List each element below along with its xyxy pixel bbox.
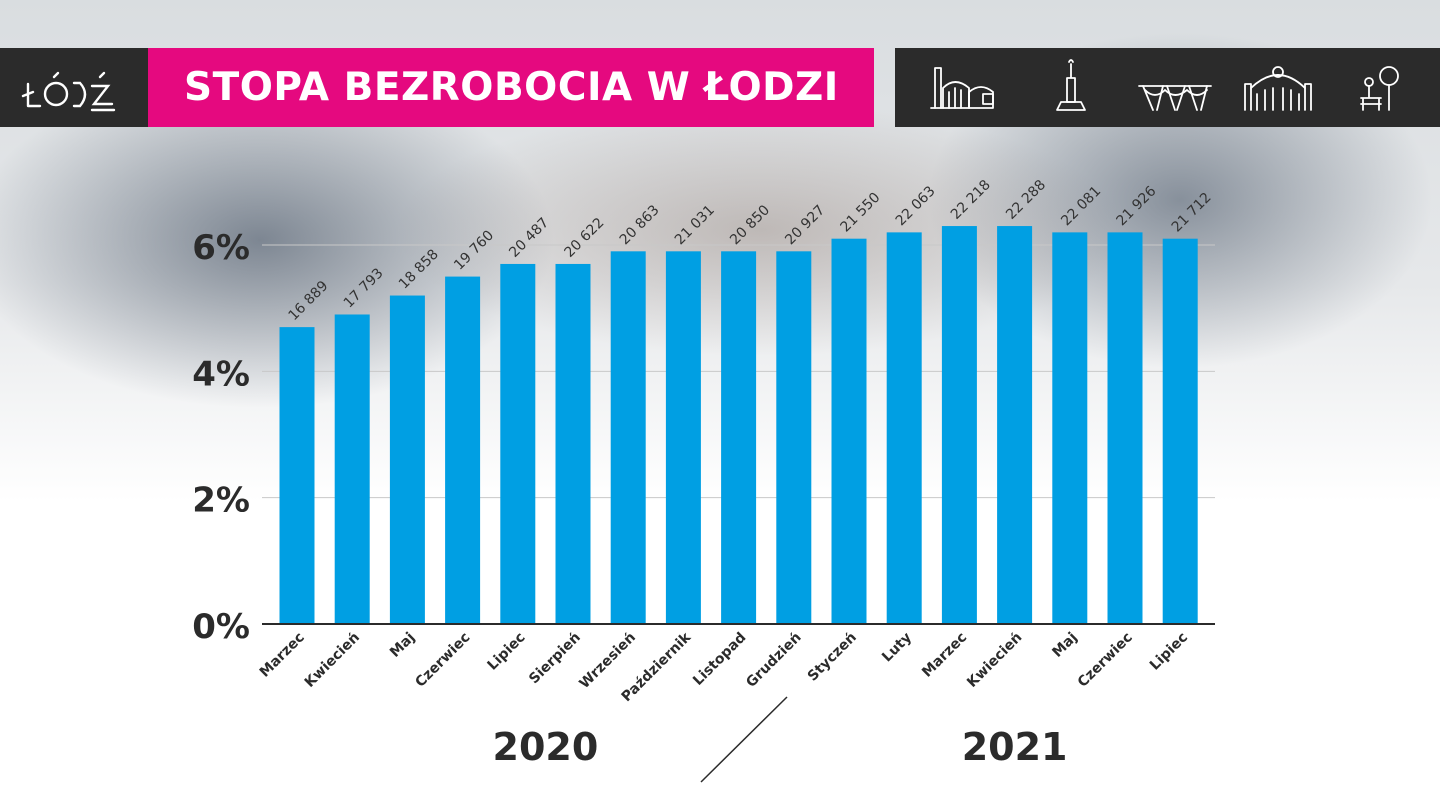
x-tick-label: Kwiecień [302, 630, 363, 691]
y-tick-label: 4% [192, 354, 250, 394]
gate-icon [1244, 66, 1312, 111]
x-tick-label: Czerwiec [412, 630, 473, 691]
data-label: 18 858 [396, 246, 442, 292]
data-label: 16 889 [286, 278, 332, 324]
lodz-logo-icon [21, 71, 116, 112]
year-group-label: 2020 [493, 725, 599, 769]
bar [334, 314, 370, 624]
bar [389, 295, 425, 624]
data-label: 21 031 [672, 202, 718, 248]
data-label: 22 081 [1058, 183, 1104, 229]
x-tick-label: Lipiec [1147, 630, 1191, 674]
year-group-label: 2021 [962, 725, 1068, 769]
x-tick-label: Listopad [690, 630, 749, 689]
data-label: 21 926 [1114, 183, 1160, 229]
bar [665, 251, 701, 625]
bar [1107, 232, 1143, 624]
x-tick-label: Grudzień [743, 630, 804, 691]
bar [721, 251, 757, 625]
bar [997, 226, 1033, 625]
x-tick-label: Lipiec [485, 630, 529, 674]
x-tick-label: Luty [879, 630, 915, 666]
x-tick-label: Czerwiec [1075, 630, 1136, 691]
station-roof-icon [1138, 85, 1212, 111]
x-tick-label: Kwiecień [964, 630, 1025, 691]
page-title: STOPA BEZROBOCIA W ŁODZI [184, 65, 839, 110]
data-label: 20 927 [782, 202, 828, 248]
data-label: 20 863 [617, 202, 663, 248]
data-label: 20 487 [506, 215, 552, 261]
y-tick-label: 0% [192, 607, 250, 647]
city-logo [0, 48, 148, 127]
bar [886, 232, 922, 624]
bar [500, 263, 536, 624]
data-label: 21 550 [838, 190, 884, 236]
x-tick-label: Maj [387, 630, 418, 661]
bar [445, 276, 481, 624]
bar [1052, 232, 1088, 624]
data-label: 22 063 [893, 183, 939, 229]
data-label: 21 712 [1169, 190, 1215, 236]
y-tick-label: 6% [192, 228, 250, 268]
bar [610, 251, 646, 625]
bar [941, 226, 977, 625]
data-label: 17 793 [341, 265, 387, 311]
x-tick-label: Sierpień [526, 630, 584, 688]
x-tick-label: Styczeń [805, 630, 860, 685]
monument-icon [1056, 59, 1086, 111]
bar [831, 238, 867, 624]
x-tick-label: Maj [1049, 630, 1080, 661]
year-separator-line [700, 696, 788, 783]
data-label: 22 288 [1003, 177, 1049, 223]
data-label: 22 218 [948, 177, 994, 223]
data-label: 20 850 [727, 202, 773, 248]
landmarks-strip [895, 48, 1440, 127]
park-bench-icon [1360, 66, 1399, 111]
landmark-icons [930, 59, 1399, 111]
data-label: 19 760 [451, 227, 497, 273]
y-tick-label: 2% [192, 481, 250, 521]
bar [776, 251, 812, 625]
bar [1162, 238, 1198, 624]
title-banner: STOPA BEZROBOCIA W ŁODZI [148, 48, 874, 127]
x-tick-label: Marzec [257, 630, 308, 681]
factory-icon [930, 67, 994, 109]
x-tick-label: Marzec [919, 630, 970, 681]
bar [555, 263, 591, 624]
data-label: 20 622 [562, 215, 608, 261]
bar [279, 327, 315, 624]
